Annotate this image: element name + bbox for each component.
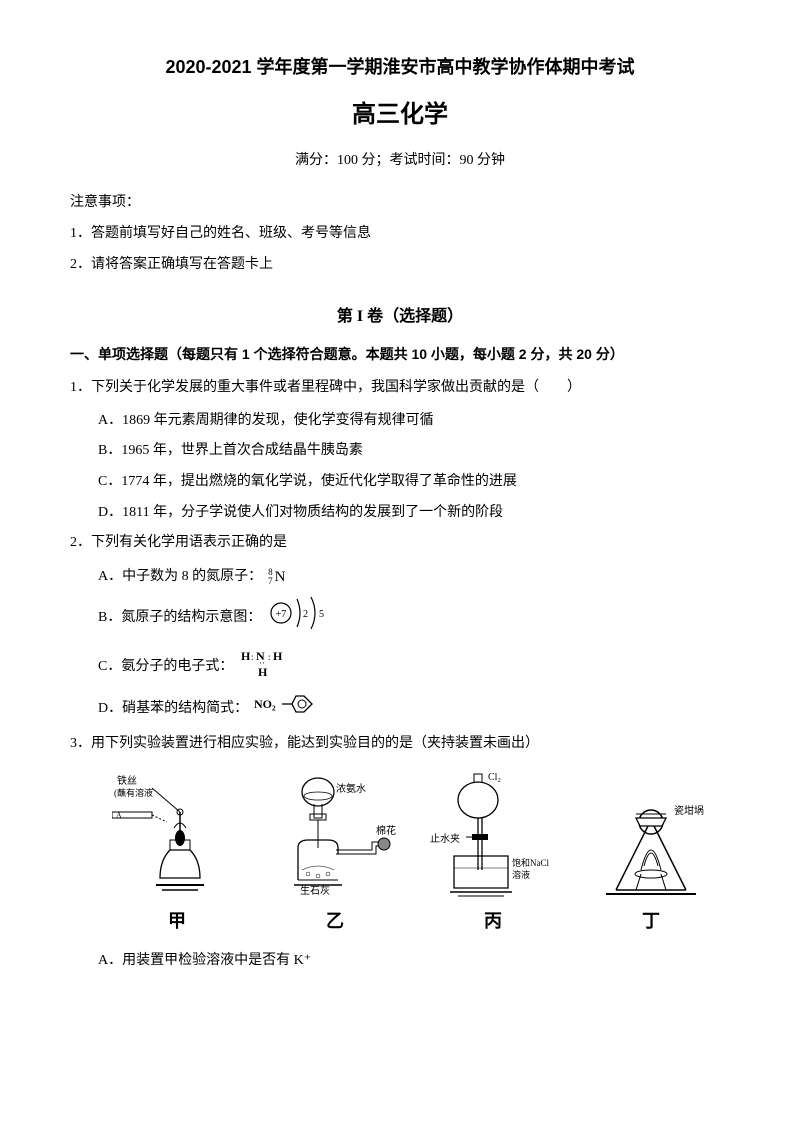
q1-stem: 1．下列关于化学发展的重大事件或者里程碑中，我国科学家做出贡献的是（ ） — [70, 375, 730, 402]
q1-b-text: B．1965 年，世界上首次合成结晶牛胰岛素 — [98, 438, 363, 465]
q1-opt-a: A．1869 年元素周期律的发现，使化学变得有规律可循 — [70, 408, 730, 435]
svg-text:NO₂: NO₂ — [254, 697, 276, 711]
apparatus-diagrams: 铁丝 (蘸有溶液 A 浓氨水 棉花 生石灰 — [98, 770, 730, 900]
atom-structure-diagram: +7 2 5 — [267, 595, 337, 642]
note-1: 1．答题前填写好自己的姓名、班级、考号等信息 — [70, 221, 730, 248]
label-bing: 丙 — [484, 904, 502, 938]
label-cotton: 棉花 — [376, 824, 396, 837]
q1-a-text: A．1869 年元素周期律的发现，使化学变得有规律可循 — [98, 408, 434, 435]
q2-c-label: C．氨分子的电子式： — [98, 654, 233, 681]
svg-text:H: H — [273, 649, 283, 663]
label-jia: 甲 — [168, 904, 186, 938]
label-iron-wire: 铁丝 — [117, 774, 137, 787]
label-ding: 丁 — [642, 904, 660, 938]
apparatus-bing: Cl₂ 止水夹 饱和NaCl 溶液 — [428, 770, 558, 900]
q2-opt-b: B．氮原子的结构示意图： +7 2 5 — [70, 595, 730, 642]
exam-title-2: 高三化学 — [70, 92, 730, 138]
element-symbol: N — [275, 563, 286, 592]
atomic-number: 7 — [268, 577, 273, 586]
q2-opt-d: D．硝基苯的结构简式： NO₂ — [70, 692, 730, 727]
q2-a-label: A．中子数为 8 的氮原子： — [98, 564, 262, 591]
label-dip: (蘸有溶液 — [114, 787, 153, 798]
label-yi: 乙 — [326, 904, 344, 938]
electron-formula: H : N : H ·· H — [239, 646, 299, 689]
label-cl2: Cl₂ — [488, 772, 501, 783]
q2-opt-a: A．中子数为 8 的氮原子： 8 7 N — [70, 563, 730, 592]
apparatus-jia: 铁丝 (蘸有溶液 A — [112, 770, 242, 900]
q2-d-label: D．硝基苯的结构简式： — [98, 696, 248, 723]
svg-text:5: 5 — [319, 609, 324, 620]
nitrobenzene-formula: NO₂ — [254, 692, 324, 727]
label-caustic: 生石灰 — [300, 884, 330, 897]
note-2: 2．请将答案正确填写在答题卡上 — [70, 252, 730, 279]
label-ammonia: 浓氨水 — [336, 782, 366, 795]
label-crucible: 瓷坩埚 — [674, 804, 704, 817]
q2-opt-c: C．氨分子的电子式： H : N : H ·· H — [70, 646, 730, 689]
apparatus-yi: 浓氨水 棉花 生石灰 — [270, 770, 400, 900]
q1-opt-b: B．1965 年，世界上首次合成结晶牛胰岛素 — [70, 438, 730, 465]
label-nacl-2: 溶液 — [512, 869, 530, 880]
q2-stem: 2．下列有关化学用语表示正确的是 — [70, 530, 730, 557]
svg-text:H: H — [241, 649, 251, 663]
svg-text:A: A — [116, 811, 122, 820]
q3-a-text: A．用装置甲检验溶液中是否有 K⁺ — [98, 948, 311, 975]
svg-text::: : — [268, 652, 271, 662]
q3-opt-a: A．用装置甲检验溶液中是否有 K⁺ — [70, 948, 730, 975]
label-nacl-1: 饱和NaCl — [512, 857, 549, 868]
svg-text::: : — [251, 652, 254, 662]
apparatus-labels: 甲 乙 丙 丁 — [98, 904, 730, 938]
svg-text:H: H — [258, 665, 268, 678]
svg-text:2: 2 — [303, 609, 308, 620]
exam-meta: 满分：100 分；考试时间：90 分钟 — [70, 148, 730, 175]
exam-title-1: 2020-2021 学年度第一学期淮安市高中教学协作体期中考试 — [70, 50, 730, 84]
q1-c-text: C．1774 年，提出燃烧的氧化学说，使近代化学取得了革命性的进展 — [98, 469, 517, 496]
q3-stem: 3．用下列实验装置进行相应实验，能达到实验目的的是（夹持装置未画出） — [70, 731, 730, 758]
svg-text:+7: +7 — [276, 609, 287, 620]
apparatus-ding: 瓷坩埚 — [586, 770, 716, 900]
q1-opt-d: D．1811 年，分子学说使人们对物质结构的发展到了一个新的阶段 — [70, 500, 730, 527]
q1-opt-c: C．1774 年，提出燃烧的氧化学说，使近代化学取得了革命性的进展 — [70, 469, 730, 496]
q2-b-label: B．氮原子的结构示意图： — [98, 605, 261, 632]
label-stopcock: 止水夹 — [430, 832, 460, 845]
q1-d-text: D．1811 年，分子学说使人们对物质结构的发展到了一个新的阶段 — [98, 500, 503, 527]
section-desc: 一、单项选择题（每题只有 1 个选择符合题意。本题共 10 小题，每小题 2 分… — [70, 341, 730, 368]
isotope-notation: 8 7 N — [268, 563, 285, 592]
notes-label: 注意事项： — [70, 190, 730, 217]
section-title: 第 I 卷（选择题） — [70, 302, 730, 332]
